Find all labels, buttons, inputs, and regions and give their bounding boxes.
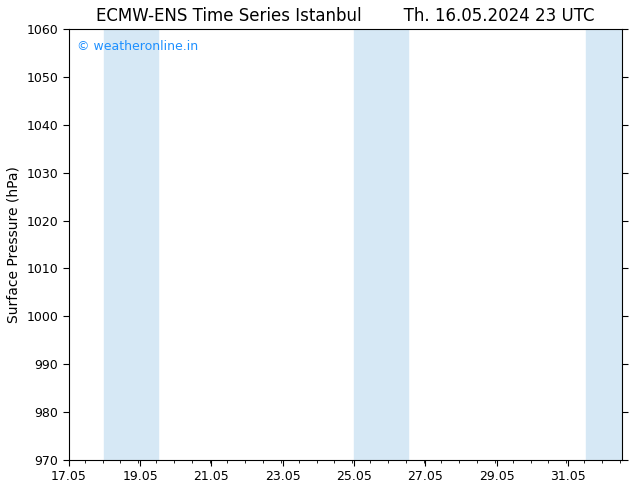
Text: © weatheronline.in: © weatheronline.in — [77, 40, 198, 53]
Bar — [354, 29, 408, 460]
Bar — [105, 29, 158, 460]
Y-axis label: Surface Pressure (hPa): Surface Pressure (hPa) — [7, 166, 21, 323]
Bar — [586, 29, 621, 460]
Title: ECMW-ENS Time Series Istanbul        Th. 16.05.2024 23 UTC: ECMW-ENS Time Series Istanbul Th. 16.05.… — [96, 7, 595, 25]
